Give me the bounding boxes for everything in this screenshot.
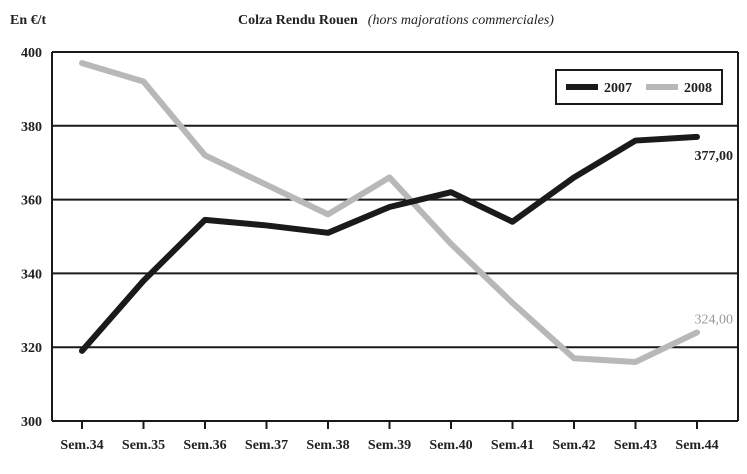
x-tick-label: Sem.43 [614, 438, 657, 453]
series-line-2007 [79, 133, 700, 354]
y-tick-label: 340 [21, 267, 42, 282]
data-label-2008-end: 324,00 [695, 312, 734, 327]
data-label-2007-end: 377,00 [695, 149, 734, 164]
x-tick-label: Sem.34 [60, 438, 103, 453]
y-tick-label: 380 [21, 120, 42, 135]
y-tick-label: 400 [21, 46, 42, 61]
series: 377,00 324,00 [79, 60, 734, 365]
x-tick-label: Sem.44 [675, 438, 718, 453]
legend-label-2007: 2007 [604, 81, 632, 96]
legend: 2007 2008 [555, 69, 723, 105]
svg-text:Colza Rendu Rouen(hors majorat: Colza Rendu Rouen (hors majorations comme… [238, 13, 554, 28]
x-tick-label: Sem.37 [245, 438, 288, 453]
x-tick-label: Sem.39 [368, 438, 411, 453]
x-tick-label: Sem.36 [183, 438, 226, 453]
x-tick-label: Sem.38 [306, 438, 349, 453]
axes: 300 320 340 360 380 400 Sem.34 Sem.35 Sem.36 Sem.… [21, 46, 739, 453]
x-tick-label: Sem.42 [552, 438, 595, 453]
chart-subtitle: (hors majorations commerciales) [368, 13, 554, 28]
x-tick-label: Sem.35 [122, 438, 165, 453]
chart-title: Colza Rendu Rouen [238, 13, 358, 28]
series-line-2008 [79, 60, 700, 365]
y-tick-label: 300 [21, 415, 42, 430]
grid [52, 51, 738, 349]
y-tick-label: 320 [21, 341, 42, 356]
x-tick-label: Sem.41 [491, 438, 534, 453]
x-tick-label: Sem.40 [429, 438, 472, 453]
y-unit-label: En €/t [10, 13, 47, 28]
legend-label-2008: 2008 [684, 81, 712, 96]
y-tick-label: 360 [21, 194, 42, 209]
